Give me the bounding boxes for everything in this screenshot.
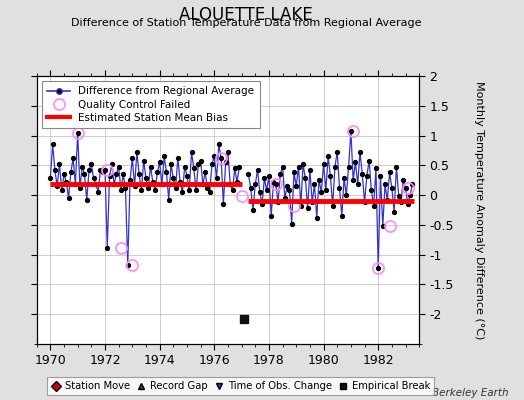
Text: Berkeley Earth: Berkeley Earth [432,388,508,398]
Y-axis label: Monthly Temperature Anomaly Difference (°C): Monthly Temperature Anomaly Difference (… [474,81,484,339]
Text: ALOUETTE LAKE: ALOUETTE LAKE [179,6,313,24]
Legend: Difference from Regional Average, Quality Control Failed, Estimated Station Mean: Difference from Regional Average, Qualit… [42,81,259,128]
Legend: Station Move, Record Gap, Time of Obs. Change, Empirical Break: Station Move, Record Gap, Time of Obs. C… [47,377,434,395]
Text: Difference of Station Temperature Data from Regional Average: Difference of Station Temperature Data f… [71,18,421,28]
